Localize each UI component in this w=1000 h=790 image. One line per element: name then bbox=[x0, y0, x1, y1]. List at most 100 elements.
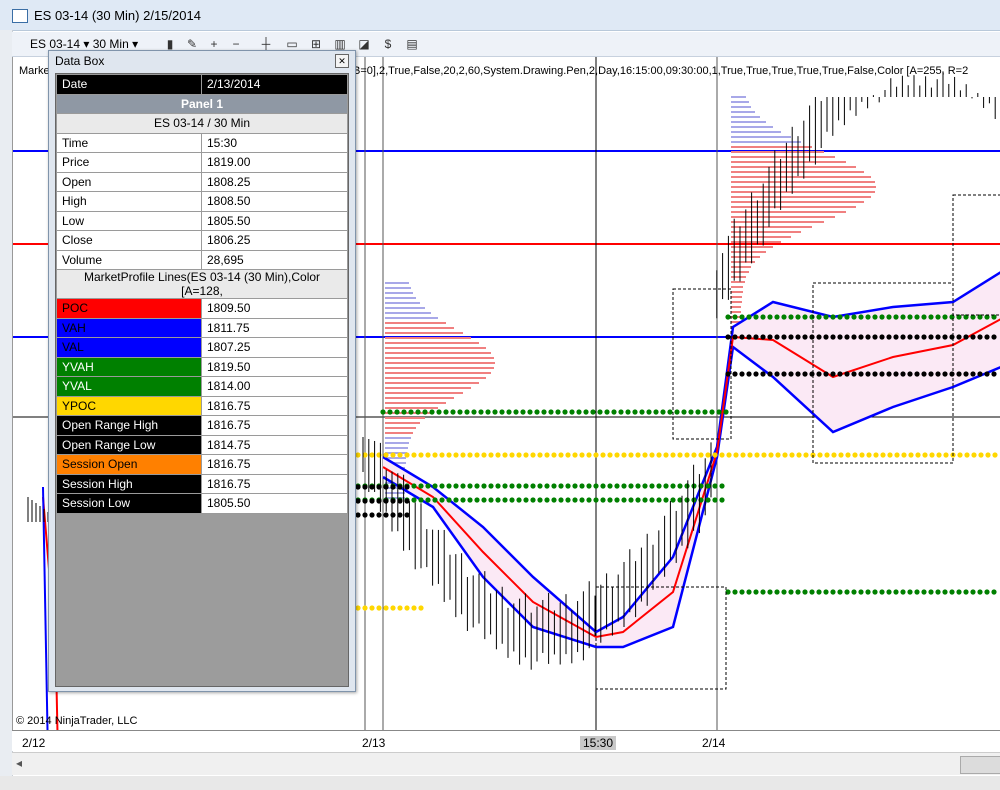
close-icon[interactable]: ✕ bbox=[335, 54, 349, 68]
ypoc-dots bbox=[628, 452, 634, 458]
session-dots bbox=[781, 371, 787, 377]
session-dots bbox=[746, 371, 752, 377]
yval-dots bbox=[523, 483, 529, 489]
bar-value-row: Open 1808.25 bbox=[56, 171, 348, 192]
yval-dots bbox=[642, 483, 648, 489]
indicator-row: MarketProfile Lines(ES 03-14 (30 Min),Co… bbox=[56, 269, 348, 299]
yval-dots bbox=[432, 483, 438, 489]
minus-icon[interactable]: − bbox=[232, 37, 240, 51]
ypoc-dots bbox=[446, 452, 452, 458]
yvah-dots bbox=[450, 409, 456, 415]
yvah-dots bbox=[548, 409, 554, 415]
yvah-dots bbox=[809, 314, 815, 320]
yval-dots bbox=[460, 497, 466, 503]
horizontal-scrollbar[interactable]: ◂ bbox=[12, 752, 1000, 775]
indicator-line-row: VAL 1807.25 bbox=[56, 337, 348, 358]
data-box-header[interactable]: Data Box ✕ bbox=[49, 51, 355, 71]
yvah-dots bbox=[991, 314, 997, 320]
panel-label: Panel 1 bbox=[56, 93, 348, 114]
yval-dots bbox=[439, 497, 445, 503]
ypoc-dots bbox=[523, 452, 529, 458]
session-dots bbox=[935, 371, 941, 377]
yvah-dots bbox=[725, 314, 731, 320]
yvah-dots bbox=[716, 409, 722, 415]
session-dots bbox=[767, 371, 773, 377]
yvah-dots bbox=[534, 409, 540, 415]
yvah-dots bbox=[774, 314, 780, 320]
session-dots bbox=[949, 334, 955, 340]
yval-dots bbox=[530, 483, 536, 489]
ypoc-dots bbox=[866, 452, 872, 458]
session-dots bbox=[949, 371, 955, 377]
ypoc-dots bbox=[474, 452, 480, 458]
yvah-dots bbox=[984, 314, 990, 320]
pencil-icon[interactable]: ✎ bbox=[186, 37, 198, 51]
open-range-dots bbox=[397, 512, 403, 518]
indicator-icon[interactable]: ▥ bbox=[334, 37, 346, 51]
ypoc-dots bbox=[586, 452, 592, 458]
session-dots bbox=[935, 334, 941, 340]
session-dots bbox=[914, 371, 920, 377]
yval-dots bbox=[719, 497, 725, 503]
row-value: 1816.75 bbox=[201, 473, 348, 494]
session-dots bbox=[753, 371, 759, 377]
row-label: Session Open bbox=[56, 454, 202, 475]
session-dots bbox=[963, 334, 969, 340]
draw-tool-icon[interactable]: ⊞ bbox=[310, 37, 322, 51]
yval-dots bbox=[614, 497, 620, 503]
date-label: Date bbox=[56, 74, 202, 95]
yval-dots bbox=[565, 497, 571, 503]
yvah-dots bbox=[823, 314, 829, 320]
yvah-dots bbox=[739, 314, 745, 320]
yval-dots bbox=[572, 497, 578, 503]
yvah-dots bbox=[429, 409, 435, 415]
open-range-dots bbox=[369, 484, 375, 490]
instrument-selector[interactable]: ES 03-14 ▾ 30 Min ▾ bbox=[30, 37, 139, 51]
ypoc-dots bbox=[558, 452, 564, 458]
crosshair-icon[interactable]: ┼ bbox=[261, 37, 271, 51]
session-dots bbox=[984, 334, 990, 340]
window-titlebar: ES 03-14 (30 Min) 2/15/2014 bbox=[0, 0, 1000, 31]
open-range-dots bbox=[390, 512, 396, 518]
yvah-dots bbox=[760, 314, 766, 320]
yvah-dots bbox=[604, 409, 610, 415]
bar-type-icon[interactable]: ▮ bbox=[166, 37, 174, 51]
yval-dots bbox=[586, 483, 592, 489]
yval-dots bbox=[621, 483, 627, 489]
yvah-dots bbox=[802, 314, 808, 320]
ypoc-dots bbox=[607, 452, 613, 458]
row-label: Close bbox=[56, 230, 202, 251]
scroll-thumb[interactable] bbox=[960, 756, 1000, 774]
ypoc-dots bbox=[705, 452, 711, 458]
yval-dots bbox=[607, 483, 613, 489]
row-value: 1805.50 bbox=[201, 210, 348, 231]
ypoc-dots bbox=[593, 452, 599, 458]
ypoc-dots bbox=[929, 452, 935, 458]
session-dots bbox=[942, 334, 948, 340]
properties-icon[interactable]: ▤ bbox=[406, 37, 418, 51]
yvah-dots bbox=[688, 409, 694, 415]
strategy-icon[interactable]: ◪ bbox=[358, 37, 370, 51]
row-label: Session Low bbox=[56, 493, 202, 514]
row-label: High bbox=[56, 191, 202, 212]
session-dots bbox=[879, 334, 885, 340]
yvah-dots bbox=[753, 314, 759, 320]
plus-icon[interactable]: + bbox=[210, 37, 218, 51]
ypoc-dots bbox=[719, 452, 725, 458]
session-dots bbox=[746, 334, 752, 340]
session-dots bbox=[928, 334, 934, 340]
row-label: Open Range Low bbox=[56, 434, 202, 455]
open-range-dots bbox=[369, 512, 375, 518]
data-box-window[interactable]: Data Box ✕ Date 2/13/2014 Panel 1 ES 03-… bbox=[48, 50, 356, 692]
yval-dots bbox=[439, 483, 445, 489]
box-icon[interactable]: ▭ bbox=[286, 37, 298, 51]
dollar-icon[interactable]: $ bbox=[384, 37, 392, 51]
yval-dots bbox=[628, 497, 634, 503]
yvah-dots bbox=[485, 409, 491, 415]
session-dots bbox=[851, 334, 857, 340]
ypoc-dots bbox=[817, 452, 823, 458]
scroll-left-icon[interactable]: ◂ bbox=[16, 756, 23, 770]
chart-app-icon bbox=[12, 9, 28, 23]
ypoc-dots bbox=[355, 452, 361, 458]
row-value: 1814.75 bbox=[201, 434, 348, 455]
